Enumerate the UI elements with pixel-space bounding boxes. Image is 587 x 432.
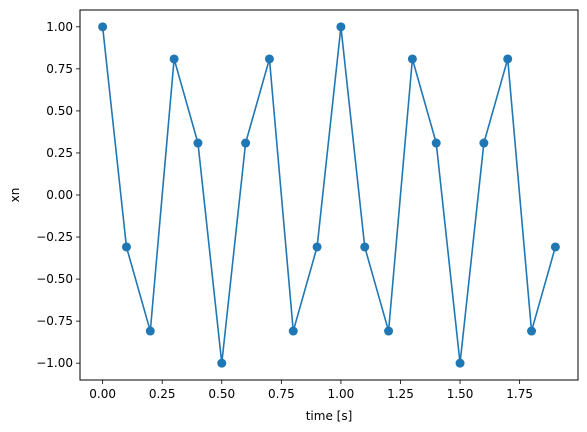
y-tick-label: −0.75 xyxy=(36,314,73,328)
data-point xyxy=(98,22,108,32)
y-axis-ticks: −1.00 −0.75 −0.50 −0.25 0.00 0.25 0.50 0.75 1.00 xyxy=(36,20,80,370)
plot-frame xyxy=(79,9,579,381)
data-point xyxy=(264,54,274,64)
data-point xyxy=(241,138,251,148)
data-point xyxy=(312,242,322,252)
x-axis-ticks: 0.00 0.25 0.50 0.75 1.00 1.25 1.50 1.75 xyxy=(89,380,533,401)
data-point xyxy=(336,22,346,32)
y-tick-label: 0.75 xyxy=(46,62,73,76)
y-axis-label: xn xyxy=(8,188,22,203)
data-point xyxy=(193,138,203,148)
data-point xyxy=(169,54,179,64)
y-tick-label: −0.25 xyxy=(36,230,73,244)
data-point xyxy=(217,358,227,368)
x-tick-label: 0.50 xyxy=(208,387,235,401)
data-point xyxy=(145,326,155,336)
x-tick-label: 0.25 xyxy=(149,387,176,401)
x-axis-label: time [s] xyxy=(306,409,353,423)
data-point xyxy=(407,54,417,64)
data-point xyxy=(121,242,131,252)
data-point xyxy=(503,54,513,64)
y-tick-label: 0.25 xyxy=(46,146,73,160)
data-point xyxy=(479,138,489,148)
data-point xyxy=(360,242,370,252)
x-tick-label: 0.75 xyxy=(268,387,295,401)
x-tick-label: 1.25 xyxy=(387,387,414,401)
data-point xyxy=(455,358,465,368)
x-tick-label: 0.00 xyxy=(89,387,116,401)
y-tick-label: −1.00 xyxy=(36,356,73,370)
y-tick-label: 0.00 xyxy=(46,188,73,202)
x-tick-label: 1.50 xyxy=(447,387,474,401)
data-point xyxy=(384,326,394,336)
series-group xyxy=(98,22,560,368)
y-tick-label: 0.50 xyxy=(46,104,73,118)
series-line xyxy=(101,26,557,364)
data-point xyxy=(527,326,537,336)
y-tick-label: 1.00 xyxy=(46,20,73,34)
y-tick-label: −0.50 xyxy=(36,272,73,286)
x-tick-label: 1.75 xyxy=(506,387,533,401)
x-tick-label: 1.00 xyxy=(328,387,355,401)
data-point xyxy=(431,138,441,148)
data-point xyxy=(550,242,560,252)
data-point xyxy=(288,326,298,336)
